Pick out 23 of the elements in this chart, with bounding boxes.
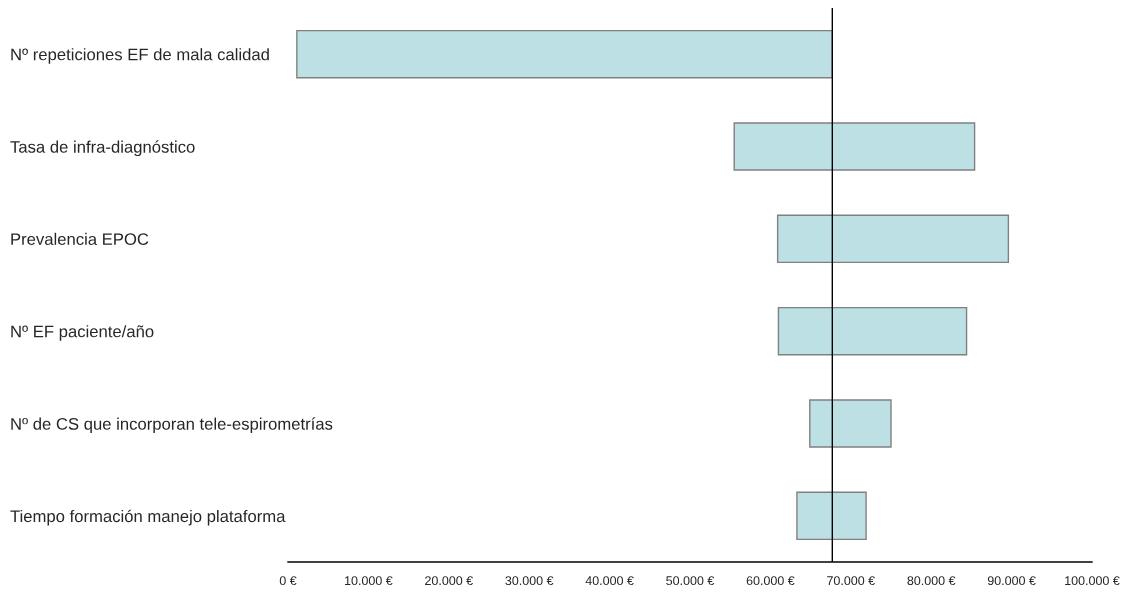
y-tick-label: Tasa de infra-diagnóstico: [10, 140, 195, 157]
x-tick-label: 60.000 €: [746, 576, 795, 586]
y-tick-label: Nº EF paciente/año: [11, 325, 154, 341]
bar: [776, 214, 1010, 264]
bar: [809, 399, 892, 448]
y-tick-label: Nº de CS que incorporan tele-espirometrías: [11, 417, 333, 434]
y-tick-label: Nº repeticiones EF de mala calidad: [11, 48, 269, 64]
x-tick-label: 40.000 €: [585, 576, 634, 586]
y-tick-label: Prevalencia EPOC: [11, 232, 149, 246]
x-tick-label: 80.000 €: [907, 576, 956, 586]
bar: [796, 491, 867, 541]
x-tick-label: 90.000 €: [987, 576, 1036, 586]
bar: [296, 29, 834, 79]
bar: [777, 306, 968, 356]
bar: [733, 122, 976, 171]
x-tick-label: 100.000 €: [1065, 576, 1120, 586]
x-tick-label: 70.000 €: [827, 576, 875, 586]
x-tick-label: 20.000 €: [425, 576, 473, 586]
x-tick-label: 0 €: [279, 576, 297, 586]
x-tick-label: 10.000 €: [345, 576, 393, 586]
y-tick-label: Tiempo formación manejo plataforma: [10, 509, 286, 526]
x-tick-label: 30.000 €: [505, 576, 554, 586]
x-tick-label: 50.000 €: [666, 576, 715, 586]
